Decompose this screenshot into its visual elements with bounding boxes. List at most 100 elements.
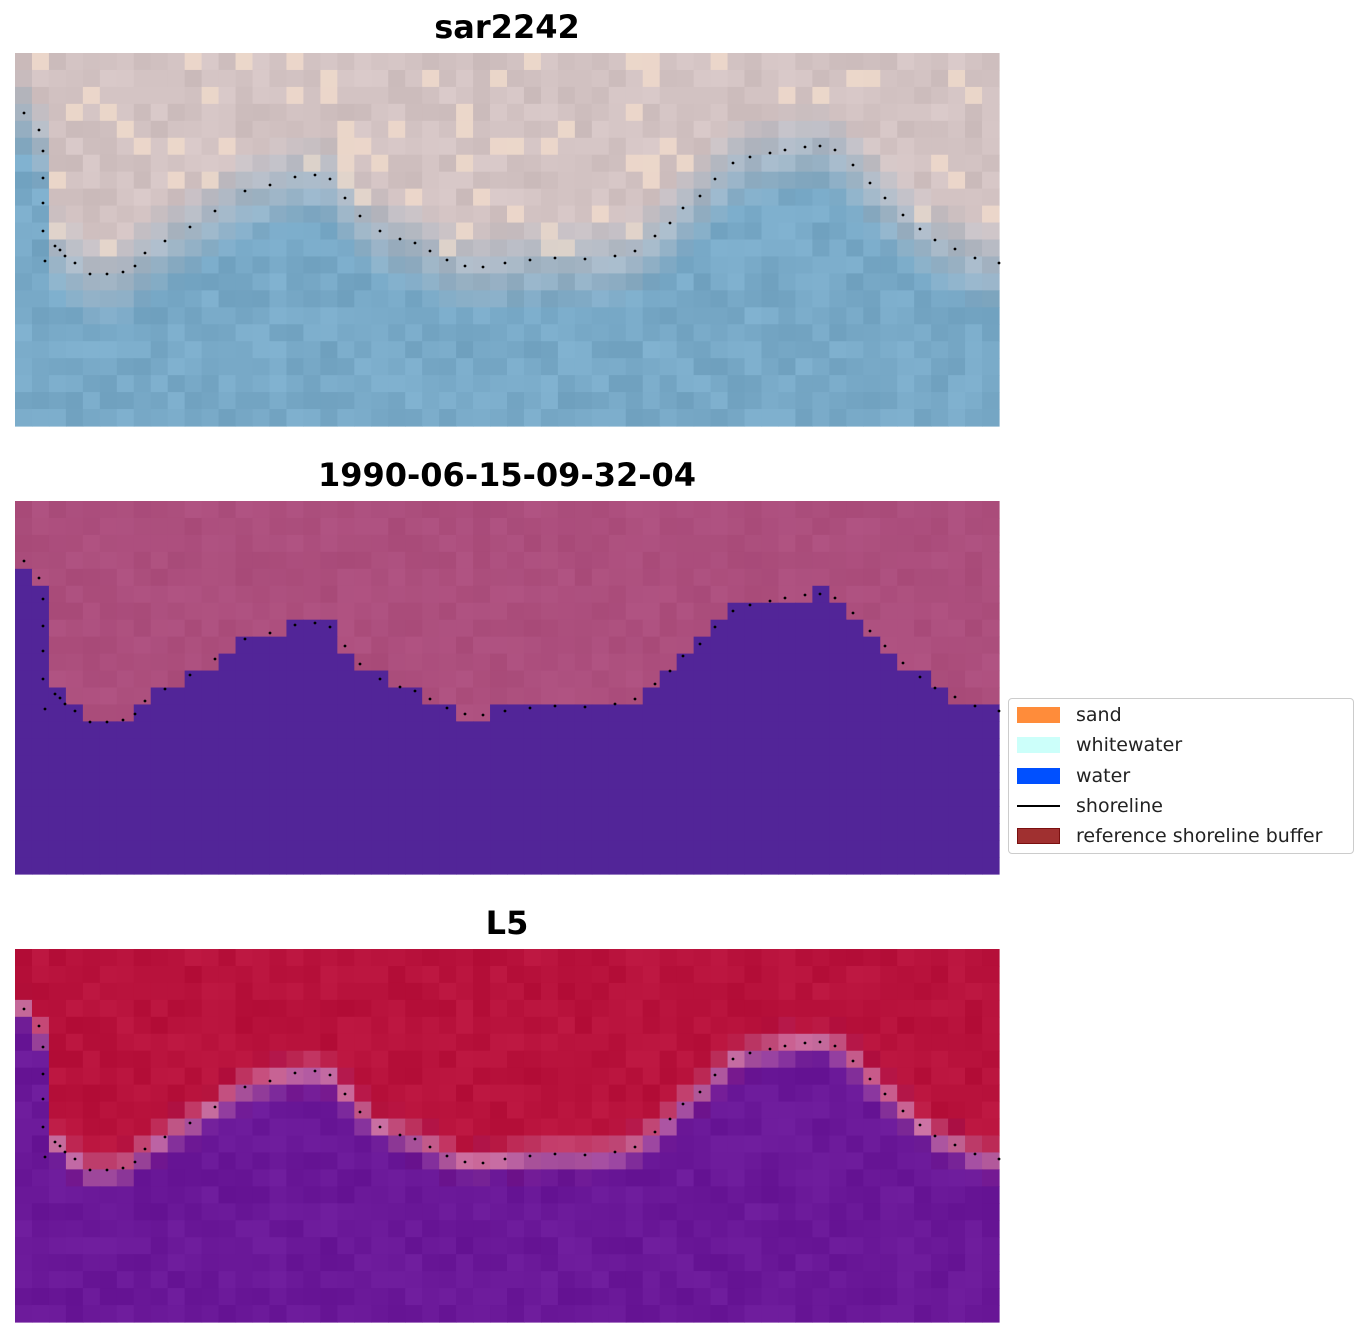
raster-pixel — [523, 409, 542, 427]
raster-pixel — [676, 1203, 695, 1221]
legend-label-reference-buffer: reference shoreline buffer — [1076, 825, 1323, 847]
raster-pixel — [150, 86, 169, 105]
raster-pixel — [829, 653, 847, 672]
raster-pixel — [914, 290, 932, 308]
raster-pixel — [439, 1118, 457, 1137]
raster-pixel — [473, 1016, 491, 1035]
raster-pixel — [405, 857, 423, 875]
raster-pixel — [388, 704, 406, 723]
raster-pixel — [591, 1271, 610, 1289]
raster-pixel — [914, 1135, 932, 1154]
raster-pixel — [931, 239, 949, 258]
raster-pixel — [761, 1169, 780, 1187]
raster-pixel — [303, 517, 321, 536]
raster-pixel — [490, 568, 508, 587]
raster-pixel — [490, 1016, 508, 1035]
raster-pixel — [880, 772, 898, 790]
raster-pixel — [269, 1101, 288, 1120]
shoreline-point — [463, 264, 467, 268]
shoreline-point — [973, 1152, 977, 1156]
raster-pixel — [778, 806, 797, 824]
raster-pixel — [931, 1033, 949, 1052]
raster-pixel — [269, 619, 288, 638]
raster-pixel — [371, 721, 389, 739]
raster-pixel — [99, 982, 118, 1001]
raster-pixel — [897, 772, 915, 790]
raster-pixel — [676, 653, 695, 672]
raster-pixel — [761, 53, 780, 71]
raster-pixel — [710, 290, 729, 308]
raster-pixel — [269, 1033, 288, 1052]
raster-pixel — [897, 1169, 915, 1187]
raster-pixel — [523, 585, 542, 604]
raster-pixel — [422, 341, 440, 359]
raster-pixel — [880, 1169, 898, 1187]
raster-pixel — [693, 982, 712, 1001]
raster-pixel — [523, 1288, 542, 1306]
raster-pixel — [116, 120, 135, 139]
raster-pixel — [422, 358, 440, 376]
raster-pixel — [727, 738, 746, 756]
raster-pixel — [761, 840, 780, 858]
raster-pixel — [846, 290, 864, 308]
raster-pixel — [727, 375, 746, 393]
raster-pixel — [235, 1203, 254, 1221]
raster-pixel — [659, 1237, 678, 1255]
raster-pixel — [286, 687, 305, 706]
raster-pixel — [15, 290, 33, 308]
raster-pixel — [184, 1016, 203, 1035]
raster-pixel — [337, 1237, 355, 1255]
raster-pixel — [15, 738, 33, 756]
raster-pixel — [574, 1169, 593, 1187]
raster-pixel — [201, 1305, 220, 1323]
raster-pixel — [710, 273, 729, 291]
raster-pixel — [473, 840, 491, 858]
raster-pixel — [388, 1016, 406, 1035]
raster-pixel — [778, 256, 797, 275]
raster-pixel — [846, 273, 864, 291]
raster-pixel — [252, 1271, 271, 1289]
raster-pixel — [676, 1237, 695, 1255]
raster-pixel — [523, 755, 542, 773]
raster-pixel — [150, 273, 169, 291]
raster-pixel — [65, 517, 84, 536]
raster-pixel — [523, 171, 542, 190]
raster-pixel — [761, 324, 780, 342]
raster-pixel — [337, 1305, 355, 1323]
raster-pixel — [388, 1254, 406, 1272]
raster-pixel — [405, 205, 423, 224]
shoreline-point — [428, 697, 432, 701]
raster-pixel — [252, 999, 271, 1018]
raster-pixel — [439, 1237, 457, 1255]
raster-pixel — [184, 1305, 203, 1323]
raster-pixel — [914, 1016, 932, 1035]
raster-pixel — [693, 965, 712, 984]
raster-pixel — [167, 1254, 186, 1272]
shoreline-point — [88, 720, 92, 724]
raster-pixel — [490, 755, 508, 773]
raster-pixel — [167, 154, 186, 173]
raster-pixel — [405, 551, 423, 570]
raster-pixel — [948, 1016, 966, 1035]
raster-pixel — [31, 789, 50, 807]
raster-pixel — [846, 687, 864, 706]
raster-pixel — [99, 585, 118, 604]
raster-pixel — [829, 551, 847, 570]
raster-pixel — [269, 1050, 288, 1069]
raster-pixel — [320, 1271, 338, 1289]
raster-pixel — [456, 239, 474, 258]
raster-pixel — [133, 103, 152, 122]
raster-pixel — [133, 222, 152, 241]
raster-pixel — [371, 409, 389, 427]
raster-pixel — [303, 358, 321, 376]
raster-pixel — [982, 704, 1000, 723]
raster-pixel — [540, 69, 559, 88]
raster-pixel — [608, 636, 627, 655]
raster-pixel — [846, 154, 864, 173]
raster-pixel — [167, 409, 186, 427]
raster-pixel — [778, 568, 797, 587]
raster-pixel — [625, 517, 644, 536]
shoreline-point — [22, 559, 26, 563]
shoreline-point — [503, 709, 507, 713]
raster-pixel — [371, 1050, 389, 1069]
